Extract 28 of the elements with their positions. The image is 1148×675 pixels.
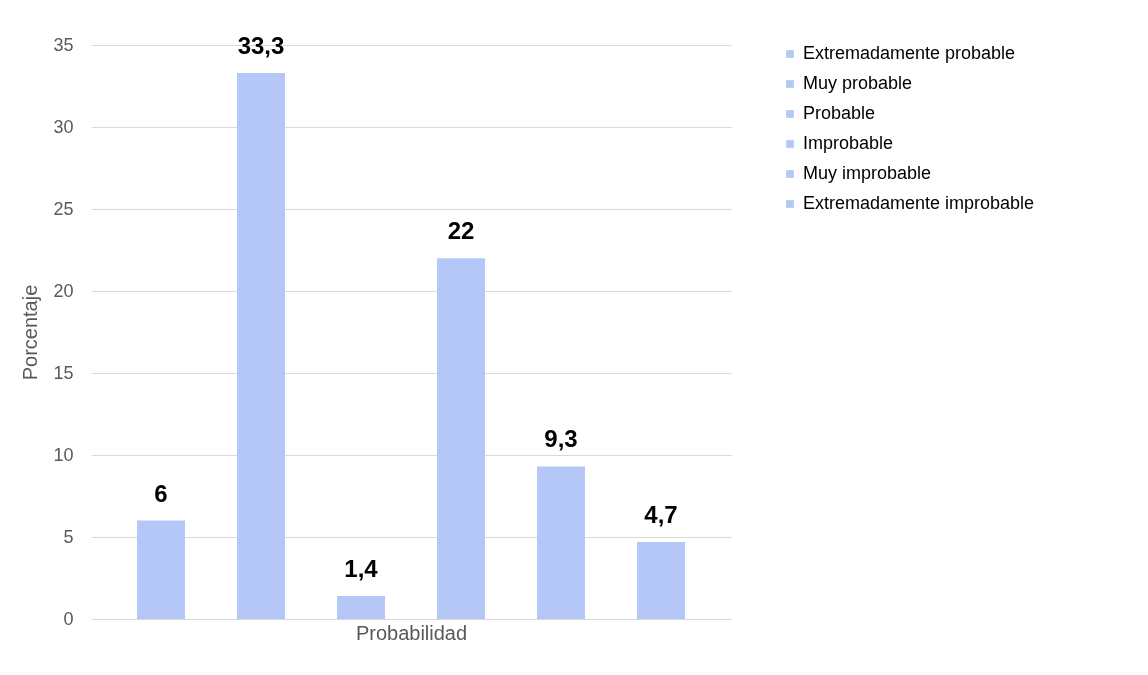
legend-label: Extremadamente improbable — [803, 193, 1035, 213]
y-tick-label: 15 — [53, 362, 74, 383]
bar — [237, 72, 285, 619]
legend-label: Improbable — [803, 133, 894, 153]
legend-label: Probable — [803, 103, 876, 123]
data-label: 22 — [447, 217, 475, 245]
legend-label: Extremadamente probable — [803, 43, 1016, 63]
data-label: 1,4 — [344, 555, 379, 583]
bar — [437, 258, 485, 619]
bar — [537, 466, 585, 619]
bar — [637, 541, 685, 619]
y-tick-label: 10 — [53, 444, 74, 465]
y-tick-label: 35 — [53, 34, 74, 55]
y-tick-label: 0 — [63, 608, 74, 629]
y-tick-label: 25 — [53, 198, 74, 219]
y-tick-label: 20 — [53, 280, 74, 301]
data-label: 4,7 — [644, 500, 678, 528]
x-axis-title: Probabilidad — [355, 621, 468, 644]
data-label: 9,3 — [544, 425, 578, 453]
data-label: 33,3 — [237, 31, 285, 59]
bar — [337, 596, 385, 619]
legend-label: Muy improbable — [803, 163, 932, 183]
y-axis-title: Porcentaje — [19, 284, 42, 381]
data-label: 6 — [154, 479, 168, 507]
y-tick-label: 5 — [63, 526, 74, 547]
legend-label: Muy probable — [803, 73, 913, 93]
y-tick-label: 30 — [53, 116, 74, 137]
bar — [137, 520, 185, 619]
